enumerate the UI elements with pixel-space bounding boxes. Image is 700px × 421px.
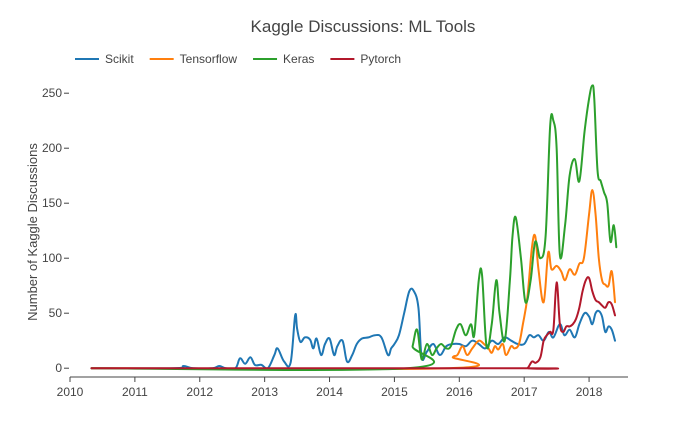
x-tick-label: 2012 (186, 385, 213, 399)
legend: Scikit Tensorflow Keras Pytorch (75, 52, 401, 66)
x-tick-label: 2016 (446, 385, 473, 399)
series-line-tensorflow (90, 189, 617, 371)
legend-label-keras: Keras (283, 52, 314, 66)
legend-label-scikit: Scikit (105, 52, 134, 66)
x-tick-label: 2015 (381, 385, 408, 399)
y-tick-label: 0 (55, 361, 62, 375)
legend-label-pytorch: Pytorch (360, 52, 401, 66)
series-line-pytorch (90, 276, 617, 370)
series-line-keras (90, 84, 618, 371)
chart-title: Kaggle Discussions: ML Tools (251, 17, 476, 36)
x-tick-label: 2010 (57, 385, 84, 399)
series-layer (90, 84, 618, 371)
y-axis-title: Number of Kaggle Discussions (25, 143, 40, 321)
x-tick-label: 2013 (251, 385, 278, 399)
x-tick-label: 2018 (576, 385, 603, 399)
y-tick-label: 200 (42, 141, 62, 155)
y-tick-label: 50 (49, 306, 63, 320)
axes: 2010 2011 2012 2013 2014 2015 2016 2017 2018 0 50 1… (42, 86, 628, 399)
y-tick-label: 150 (42, 196, 62, 210)
x-tick-label: 2014 (316, 385, 343, 399)
legend-label-tensorflow: Tensorflow (180, 52, 238, 66)
x-tick-label: 2011 (122, 385, 148, 399)
x-tick-label: 2017 (511, 385, 538, 399)
y-tick-label: 250 (42, 86, 62, 100)
y-tick-label: 100 (42, 251, 62, 265)
